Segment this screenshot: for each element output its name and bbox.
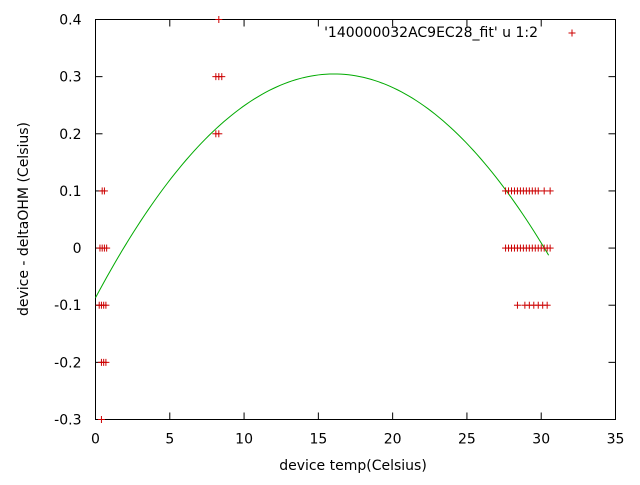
data-points-group [95, 16, 554, 423]
y-tick-label: 0.1 [59, 184, 81, 200]
x-tick-label: 10 [235, 432, 253, 448]
y-axis-label: device - deltaOHM (Celsius) [16, 122, 32, 316]
data-point [100, 187, 108, 195]
data-point [534, 187, 542, 195]
y-tick-label: -0.1 [54, 298, 81, 314]
y-tick-labels: -0.3 -0.2 -0.1 0 0.1 0.2 0.3 0.4 [54, 13, 81, 429]
x-tick-label: 25 [458, 432, 476, 448]
data-point [102, 358, 110, 366]
y-tick-label: 0.4 [59, 13, 81, 29]
y-tick-label: -0.3 [54, 413, 81, 429]
y-tick-label: 0.2 [59, 127, 81, 143]
x-tick-label: 20 [384, 432, 402, 448]
fit-curve [95, 73, 550, 299]
data-point [102, 301, 110, 309]
data-point [546, 244, 554, 252]
fit-curve-group [95, 73, 550, 299]
legend: '140000032AC9EC28_fit' u 1:2 [324, 25, 576, 41]
data-point [540, 187, 548, 195]
axis-ticks [95, 19, 616, 420]
x-tick-label: 15 [309, 432, 327, 448]
y-tick-label: -0.2 [54, 355, 81, 371]
x-tick-label: 5 [165, 432, 174, 448]
x-tick-label: 35 [607, 432, 625, 448]
x-tick-labels: 0 5 10 15 20 25 30 35 [91, 432, 624, 448]
data-point [103, 244, 111, 252]
x-tick-label: 0 [91, 432, 100, 448]
x-axis-label: device temp(Celsius) [279, 458, 427, 474]
legend-marker [568, 29, 576, 37]
plot-frame [95, 19, 616, 420]
x-tick-label: 30 [532, 432, 550, 448]
y-tick-label: 0.3 [59, 70, 81, 86]
data-point [215, 16, 223, 23]
data-point [215, 130, 223, 138]
legend-entry-label: '140000032AC9EC28_fit' u 1:2 [324, 25, 538, 41]
data-point [546, 187, 554, 195]
data-point [543, 301, 551, 309]
data-point [513, 301, 521, 309]
data-point [218, 73, 226, 81]
data-point [97, 416, 105, 423]
y-tick-label: 0 [73, 241, 82, 257]
